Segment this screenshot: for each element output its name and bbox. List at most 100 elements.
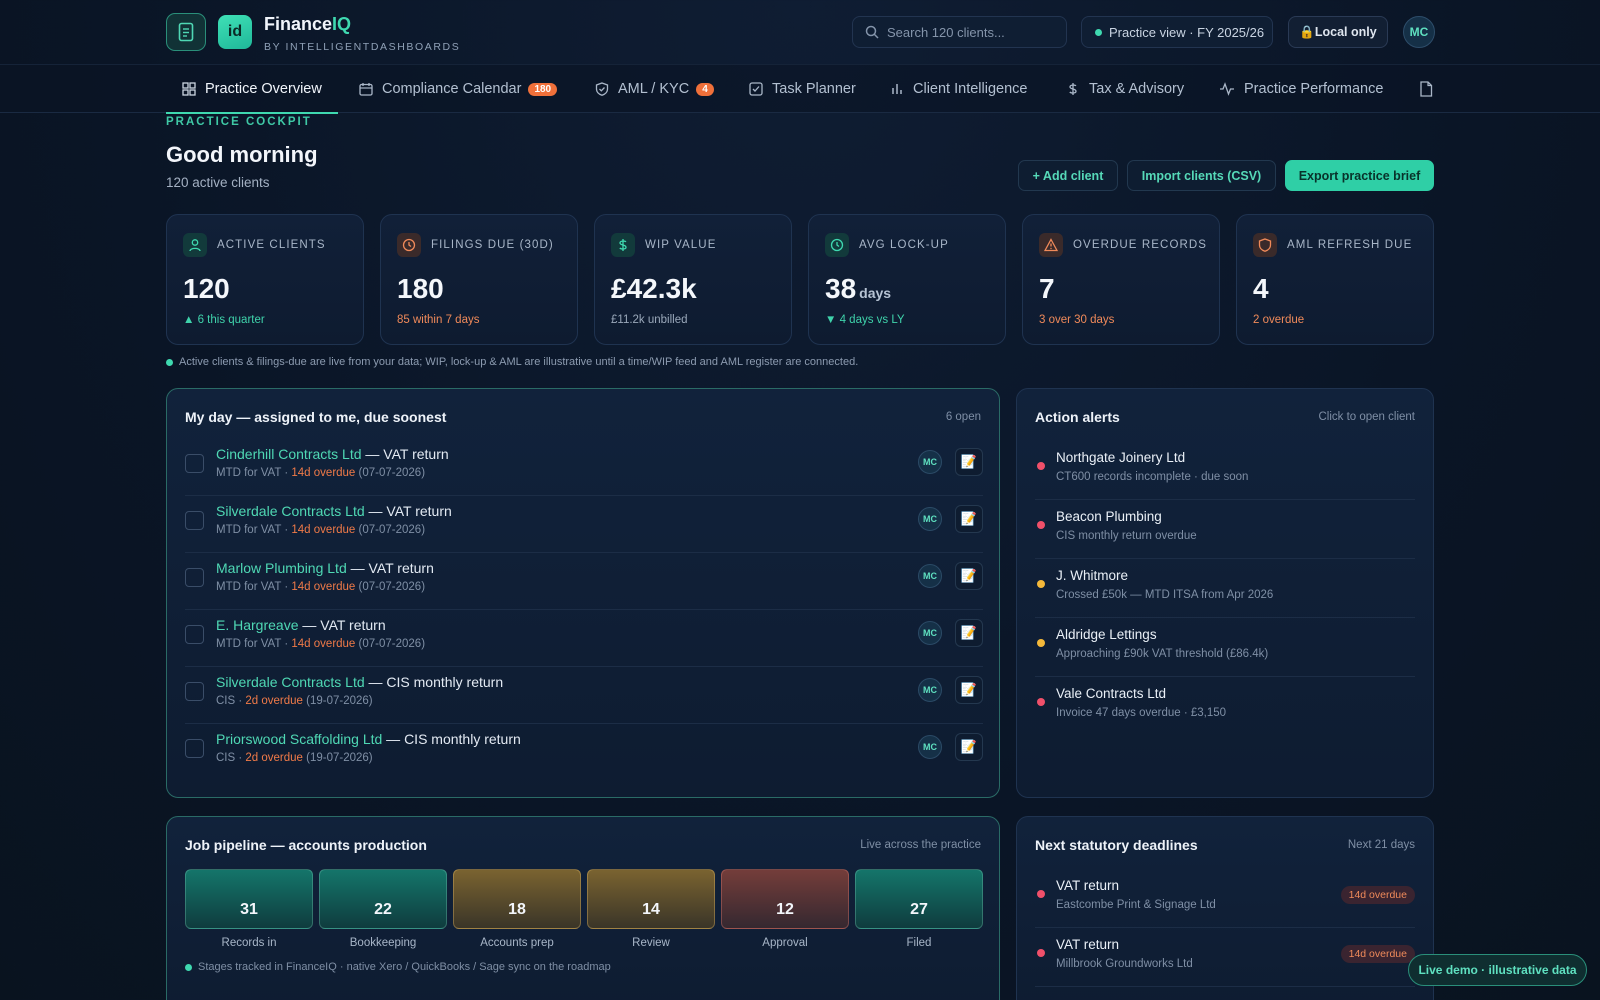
pipeline-stage-approval[interactable]: 12 [721,869,849,929]
tab-client-intelligence[interactable]: Client Intelligence [890,65,1027,113]
alert-detail: CT600 records incomplete · due soon [1056,471,1249,483]
client-link[interactable]: Priorswood Scaffolding Ltd [216,731,383,747]
task-row[interactable]: E. Hargreave — VAT return MTD for VAT · … [185,610,983,667]
kpi-aml-refresh[interactable]: AML REFRESH DUE 4 2 overdue [1236,214,1434,345]
pipeline-note: Stages tracked in FinanceIQ · native Xer… [185,961,611,973]
assignee-avatar[interactable]: MC [918,450,942,474]
search-box[interactable] [852,16,1067,48]
my-day-panel: My day — assigned to me, due soonest 6 o… [166,388,1000,798]
severity-dot [1037,698,1045,706]
assignee-avatar[interactable]: MC [918,564,942,588]
note-icon[interactable]: 📝 [955,505,983,533]
task-checkbox[interactable] [185,454,204,473]
tab-aml-kyc[interactable]: AML / KYC 4 [595,65,714,113]
task-row[interactable]: Cinderhill Contracts Ltd — VAT return MT… [185,439,983,496]
brand-name-main: Finance [264,14,333,34]
alert-item[interactable]: Aldridge Lettings Approaching £90k VAT t… [1035,618,1415,677]
tab-practice-performance[interactable]: Practice Performance [1219,65,1383,113]
add-client-button[interactable]: + Add client [1018,160,1118,191]
task-checkbox[interactable] [185,511,204,530]
note-icon[interactable]: 📝 [955,448,983,476]
kpi-value: 38 days [825,273,891,305]
pipeline-stage-review[interactable]: 14 [587,869,715,929]
task-list: Cinderhill Contracts Ltd — VAT return MT… [167,439,1001,789]
client-link[interactable]: Cinderhill Contracts Ltd [216,446,362,462]
deadline-item[interactable]: VAT return Eastcombe Print & Signage Ltd… [1035,869,1415,928]
note-icon[interactable]: 📝 [955,562,983,590]
pipeline-stage-accounts-prep[interactable]: 18 [453,869,581,929]
panel-meta: Live across the practice [860,839,981,851]
task-checkbox[interactable] [185,739,204,758]
kpi-avg-lockup[interactable]: AVG LOCK-UP 38 days ▼ 4 days vs LY [808,214,1006,345]
tab-compliance-calendar[interactable]: Compliance Calendar 180 [359,65,558,113]
task-detail: CIS · 2d overdue (19-07-2026) [216,752,373,764]
note-icon[interactable]: 📝 [955,733,983,761]
checkbox-icon [749,82,763,96]
pipeline-stage-filed[interactable]: 27 [855,869,983,929]
export-brief-button[interactable]: Export practice brief [1285,160,1434,191]
brand-subtitle: BY INTELLIGENTDASHBOARDS [264,41,461,53]
practice-view-selector[interactable]: Practice view · FY 2025/26 [1081,16,1273,48]
status-dot [185,963,192,971]
note-icon[interactable]: 📝 [955,676,983,704]
overdue-label: 2d overdue [245,695,303,707]
shield-icon [1253,233,1277,257]
warning-icon [1039,233,1063,257]
task-checkbox[interactable] [185,682,204,701]
deadline-client: Millbrook Groundworks Ltd [1056,958,1193,970]
kpi-active-clients[interactable]: ACTIVE CLIENTS 120 ▲ 6 this quarter [166,214,364,345]
alert-item[interactable]: Beacon Plumbing CIS monthly return overd… [1035,500,1415,559]
task-checkbox[interactable] [185,568,204,587]
assignee-avatar[interactable]: MC [918,678,942,702]
task-row[interactable]: Marlow Plumbing Ltd — VAT return MTD for… [185,553,983,610]
client-link[interactable]: Silverdale Contracts Ltd [216,674,365,690]
task-name: — VAT return [361,446,449,462]
tab-documents[interactable] [1419,65,1442,113]
clock-icon [397,233,421,257]
task-row[interactable]: Silverdale Contracts Ltd — VAT return MT… [185,496,983,553]
task-row[interactable]: Silverdale Contracts Ltd — CIS monthly r… [185,667,983,724]
kpi-number: 4 [1253,273,1269,304]
kpi-wip-value[interactable]: WIP VALUE £42.3k £11.2k unbilled [594,214,792,345]
alert-item[interactable]: Northgate Joinery Ltd CT600 records inco… [1035,441,1415,500]
local-only-toggle[interactable]: 🔒Local only [1288,16,1388,48]
alert-client: Aldridge Lettings [1056,627,1157,642]
tab-tax-advisory[interactable]: Tax & Advisory [1066,65,1184,113]
kpi-number: 7 [1039,273,1055,304]
pipeline-stage-records-in[interactable]: 31 [185,869,313,929]
user-avatar[interactable]: MC [1403,16,1435,48]
client-link[interactable]: E. Hargreave [216,617,299,633]
tab-practice-overview[interactable]: Practice Overview [166,65,338,114]
due-date: (07-07-2026) [355,467,426,479]
assignee-avatar[interactable]: MC [918,735,942,759]
kpi-trend: £11.2k unbilled [611,314,688,326]
count-badge: 180 [528,82,558,96]
live-demo-badge[interactable]: Live demo · illustrative data [1408,954,1587,986]
client-link[interactable]: Silverdale Contracts Ltd [216,503,365,519]
kpi-filings-due[interactable]: FILINGS DUE (30D) 180 85 within 7 days [380,214,578,345]
task-detail: MTD for VAT · 14d overdue (07-07-2026) [216,524,425,536]
tab-label: Practice Overview [205,81,322,97]
document-icon[interactable] [166,13,206,51]
import-clients-button[interactable]: Import clients (CSV) [1127,160,1276,191]
brand-name: FinanceIQ [264,14,351,35]
assignee-avatar[interactable]: MC [918,507,942,531]
severity-dot [1037,521,1045,529]
alert-detail: CIS monthly return overdue [1056,530,1197,542]
alert-client: J. Whitmore [1056,568,1129,583]
search-input[interactable] [887,24,1057,40]
pipeline-stage-bookkeeping[interactable]: 22 [319,869,447,929]
tab-label: Practice Performance [1244,81,1384,97]
task-checkbox[interactable] [185,625,204,644]
kpi-overdue-records[interactable]: OVERDUE RECORDS 7 3 over 30 days [1022,214,1220,345]
note-icon[interactable]: 📝 [955,619,983,647]
alert-item[interactable]: J. Whitmore Crossed £50k — MTD ITSA from… [1035,559,1415,618]
tab-task-planner[interactable]: Task Planner [749,65,856,113]
page-eyebrow: PRACTICE COCKPIT [166,116,312,128]
deadline-item[interactable]: VAT return Millbrook Groundworks Ltd 14d… [1035,928,1415,987]
client-link[interactable]: Marlow Plumbing Ltd [216,560,347,576]
alert-item[interactable]: Vale Contracts Ltd Invoice 47 days overd… [1035,677,1415,736]
assignee-avatar[interactable]: MC [918,621,942,645]
task-row[interactable]: Priorswood Scaffolding Ltd — CIS monthly… [185,724,983,781]
deadline-name: VAT return [1056,878,1120,893]
